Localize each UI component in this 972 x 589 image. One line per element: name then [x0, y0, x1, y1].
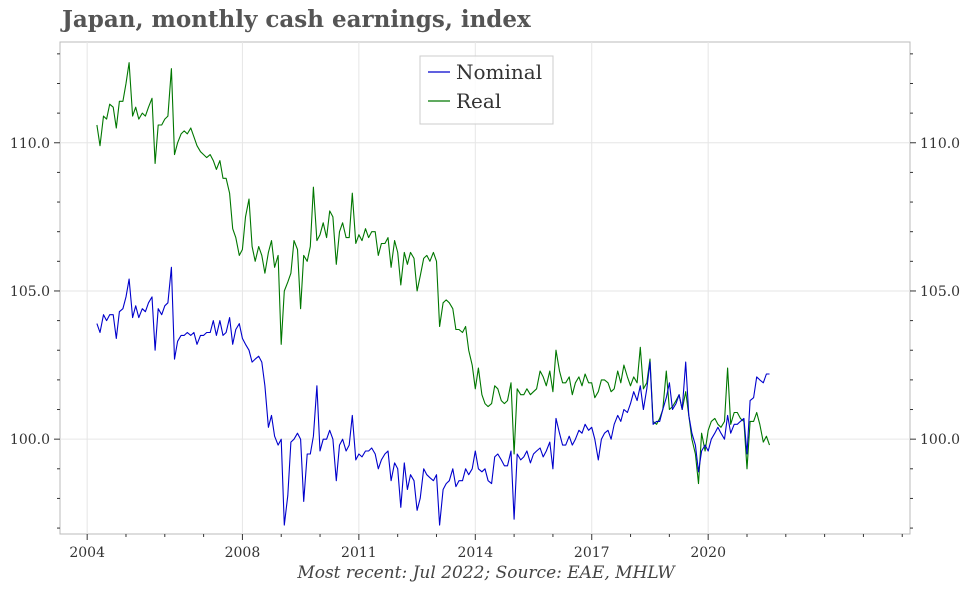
legend-box: [419, 55, 554, 125]
x-tick-label: 2014: [457, 545, 493, 561]
chart-title: Japan, monthly cash earnings, index: [62, 6, 531, 33]
x-tick-label: 2020: [690, 545, 726, 561]
x-tick-label: 2004: [69, 545, 105, 561]
series-line-nominal: [96, 266, 770, 526]
x-tick-label: 2017: [574, 545, 610, 561]
y-tick-label-left: 110.0: [10, 136, 50, 152]
y-tick-label-left: 105.0: [10, 284, 50, 300]
y-tick-label-right: 110.0: [920, 136, 960, 152]
plot-frame: [59, 41, 911, 535]
legend-label-nominal: Nominal: [456, 60, 542, 84]
y-tick-label-left: 100.0: [10, 432, 50, 448]
x-tick-label: 2008: [225, 545, 261, 561]
chart-caption: Most recent: Jul 2022; Source: EAE, MHLW: [297, 563, 675, 583]
axes: 100.0 100.0 105.0 105.0 110.0 110.0 2004 2008 20…: [10, 53, 960, 561]
series-lines: [96, 62, 771, 526]
legend: Nominal Real: [419, 55, 554, 125]
series-line-real: [96, 62, 771, 485]
x-tick-label: 2011: [341, 545, 377, 561]
legend-label-real: Real: [456, 89, 501, 113]
y-tick-label-right: 100.0: [920, 432, 960, 448]
y-tick-label-right: 105.0: [920, 284, 960, 300]
